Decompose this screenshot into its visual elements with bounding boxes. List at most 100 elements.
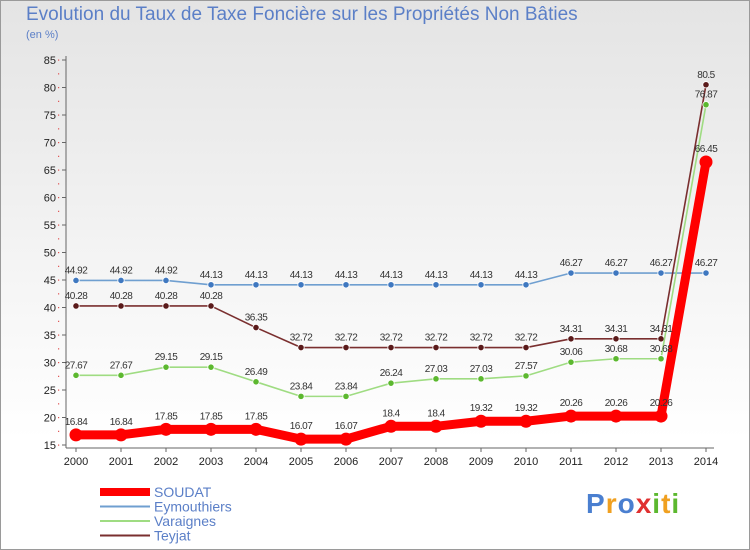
- y-tick-label: 40: [44, 303, 56, 315]
- y-minor-tick: [58, 375, 60, 377]
- x-tick-label: 2007: [379, 456, 403, 468]
- point-teyjat: [657, 335, 665, 343]
- y-minor-tick: [58, 142, 60, 144]
- point-soudat: [384, 419, 398, 433]
- data-label-soudat: 19.32: [515, 403, 538, 414]
- data-label-teyjat: 80.5: [697, 70, 715, 81]
- legend-label-soudat: SOUDAT: [154, 484, 212, 500]
- point-varaignes: [207, 363, 215, 371]
- data-label-teyjat: 32.72: [470, 333, 493, 344]
- logo-letter: P: [586, 488, 606, 519]
- series-line-teyjat: [75, 83, 707, 349]
- data-label-soudat: 66.45: [695, 144, 718, 155]
- data-label-eymouthiers: 44.92: [65, 265, 88, 276]
- point-soudat: [114, 428, 128, 442]
- x-tick-label: 2010: [514, 456, 538, 468]
- point-eymouthiers: [477, 281, 485, 289]
- point-teyjat: [297, 343, 305, 352]
- y-minor-tick: [58, 279, 60, 281]
- data-label-varaignes: 76.87: [695, 90, 718, 101]
- point-eymouthiers: [207, 281, 215, 289]
- data-label-teyjat: 36.35: [245, 313, 268, 324]
- point-soudat: [699, 155, 713, 169]
- data-label-eymouthiers: 46.27: [695, 258, 718, 269]
- data-label-soudat: 16.84: [65, 417, 88, 428]
- point-soudat: [159, 422, 173, 436]
- y-tick-label: 85: [44, 55, 56, 67]
- x-tick-label: 2003: [199, 456, 223, 468]
- point-soudat: [564, 409, 578, 423]
- data-label-varaignes: 30.68: [605, 344, 628, 355]
- y-tick-label: 45: [44, 275, 56, 287]
- x-tick-label: 2000: [64, 456, 88, 468]
- data-label-eymouthiers: 46.27: [560, 258, 583, 269]
- point-eymouthiers: [657, 269, 665, 277]
- point-soudat: [519, 414, 533, 428]
- y-minor-tick: [58, 334, 60, 336]
- data-label-varaignes: 30.68: [650, 344, 673, 355]
- point-teyjat: [432, 343, 440, 352]
- point-teyjat: [342, 343, 350, 352]
- data-label-teyjat: 32.72: [290, 333, 313, 344]
- point-soudat: [204, 422, 218, 436]
- y-tick-label: 20: [44, 413, 56, 425]
- y-minor-tick: [58, 128, 60, 130]
- x-tick-label: 2012: [604, 456, 628, 468]
- data-label-soudat: 17.85: [245, 411, 268, 422]
- x-tick-label: 2013: [649, 456, 673, 468]
- point-teyjat: [612, 335, 620, 343]
- y-minor-tick: [58, 389, 60, 391]
- logo-letter: x: [635, 488, 653, 519]
- y-tick-label: 30: [44, 358, 56, 370]
- data-label-soudat: 17.85: [200, 411, 223, 422]
- y-tick-label: 25: [44, 385, 56, 397]
- point-teyjat: [72, 302, 80, 310]
- data-label-teyjat: 34.31: [560, 324, 583, 335]
- point-varaignes: [72, 371, 80, 379]
- data-label-varaignes: 27.67: [110, 360, 133, 371]
- y-minor-tick: [58, 87, 60, 89]
- x-tick-label: 2006: [334, 456, 358, 468]
- data-label-varaignes: 23.84: [335, 381, 358, 392]
- point-eymouthiers: [342, 281, 350, 289]
- y-minor-tick: [58, 320, 60, 322]
- x-tick-label: 2011: [559, 456, 583, 468]
- proxiti-logo: Proxiti: [586, 488, 680, 520]
- chart-title: Evolution du Taux de Taxe Foncière sur l…: [26, 4, 578, 25]
- data-label-varaignes: 29.15: [200, 352, 223, 363]
- x-tick-label: 2014: [694, 456, 718, 468]
- data-label-soudat: 17.85: [155, 411, 178, 422]
- y-minor-tick: [58, 169, 60, 171]
- x-tick-label: 2009: [469, 456, 493, 468]
- logo-letter: i: [652, 488, 662, 519]
- data-label-eymouthiers: 46.27: [605, 258, 628, 269]
- y-minor-tick: [58, 265, 60, 267]
- point-teyjat: [477, 343, 485, 352]
- y-minor-tick: [58, 348, 60, 350]
- data-label-teyjat: 32.72: [425, 333, 448, 344]
- data-label-teyjat: 40.28: [65, 291, 88, 302]
- data-label-eymouthiers: 44.13: [380, 270, 403, 281]
- point-eymouthiers: [72, 276, 80, 285]
- data-label-soudat: 18.4: [382, 408, 400, 419]
- point-varaignes: [387, 379, 395, 387]
- data-label-soudat: 18.4: [427, 408, 445, 419]
- y-tick-label: 35: [44, 330, 56, 342]
- point-varaignes: [612, 355, 620, 363]
- data-label-soudat: 20.26: [605, 398, 628, 409]
- data-label-varaignes: 23.84: [290, 381, 313, 392]
- data-label-eymouthiers: 44.13: [515, 270, 538, 281]
- y-minor-tick: [58, 155, 60, 157]
- data-label-varaignes: 26.49: [245, 367, 268, 378]
- data-label-eymouthiers: 44.92: [110, 265, 133, 276]
- data-label-eymouthiers: 44.13: [425, 270, 448, 281]
- axes: 15 20 25 30 35 40 45 50 55 60 65 70 75 80 85 2000 2001 20…: [44, 55, 718, 468]
- y-minor-tick: [58, 307, 60, 309]
- x-tick-label: 2005: [289, 456, 313, 468]
- point-eymouthiers: [702, 269, 710, 277]
- point-eymouthiers: [117, 276, 125, 285]
- data-label-varaignes: 29.15: [155, 352, 178, 363]
- x-tick-label: 2004: [244, 456, 268, 468]
- point-varaignes: [252, 378, 260, 386]
